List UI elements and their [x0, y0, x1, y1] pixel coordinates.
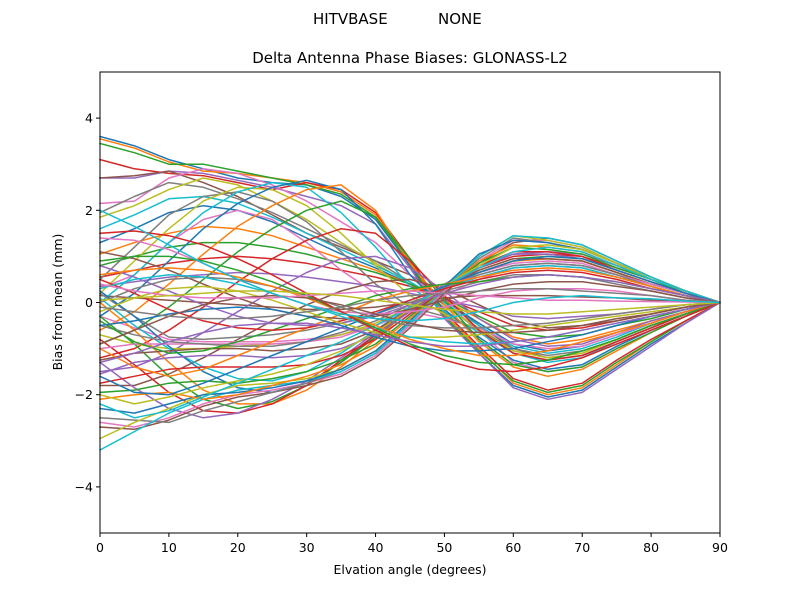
x-tick-label: 40	[368, 540, 384, 555]
y-tick-label: −4	[75, 479, 93, 494]
series-line-26	[99, 278, 721, 387]
series-line-23	[99, 200, 721, 373]
x-tick-label: 70	[574, 540, 590, 555]
series-line-70	[99, 209, 721, 322]
chart-title: Delta Antenna Phase Biases: GLONASS-L2	[252, 49, 568, 67]
series-line-56	[99, 250, 721, 320]
radome-name-label: NONE	[438, 10, 482, 28]
x-tick-label: 90	[712, 540, 728, 555]
x-tick-label: 20	[230, 540, 246, 555]
x-tick-label: 50	[436, 540, 452, 555]
y-tick-label: 4	[85, 111, 93, 126]
y-axis-ticks: −4 −2 0 2 4	[75, 111, 100, 494]
series-line-63	[99, 255, 721, 366]
series-group	[98, 135, 722, 452]
series-line-24	[99, 227, 721, 361]
series-line-54	[99, 269, 721, 331]
y-tick-label: 2	[85, 203, 93, 218]
y-tick-label: 0	[85, 295, 93, 310]
x-tick-label: 60	[505, 540, 521, 555]
series-line-66	[99, 294, 721, 345]
x-axis-label: Elvation angle (degrees)	[333, 562, 486, 577]
x-tick-label: 80	[643, 540, 659, 555]
series-line-67	[99, 283, 721, 304]
y-axis-label: Bias from mean (mm)	[50, 234, 65, 371]
series-line-50	[99, 246, 721, 419]
x-tick-label: 0	[96, 540, 104, 555]
series-line-64	[99, 230, 721, 373]
series-line-68	[99, 287, 721, 320]
series-line-22	[98, 184, 721, 378]
series-line-5	[99, 170, 722, 401]
x-axis-ticks: 0 10 20 30 40 50 60 70 80 90	[96, 533, 728, 555]
series-line-62	[99, 267, 721, 357]
y-tick-label: −2	[75, 387, 93, 402]
series-line-69	[99, 290, 721, 315]
series-line-21	[98, 179, 721, 371]
x-tick-label: 30	[299, 540, 315, 555]
series-line-28	[98, 274, 721, 341]
series-line-65	[99, 301, 721, 364]
station-name-label: HITVBASE	[313, 10, 388, 28]
x-tick-label: 10	[161, 540, 177, 555]
series-line-43	[99, 246, 721, 394]
